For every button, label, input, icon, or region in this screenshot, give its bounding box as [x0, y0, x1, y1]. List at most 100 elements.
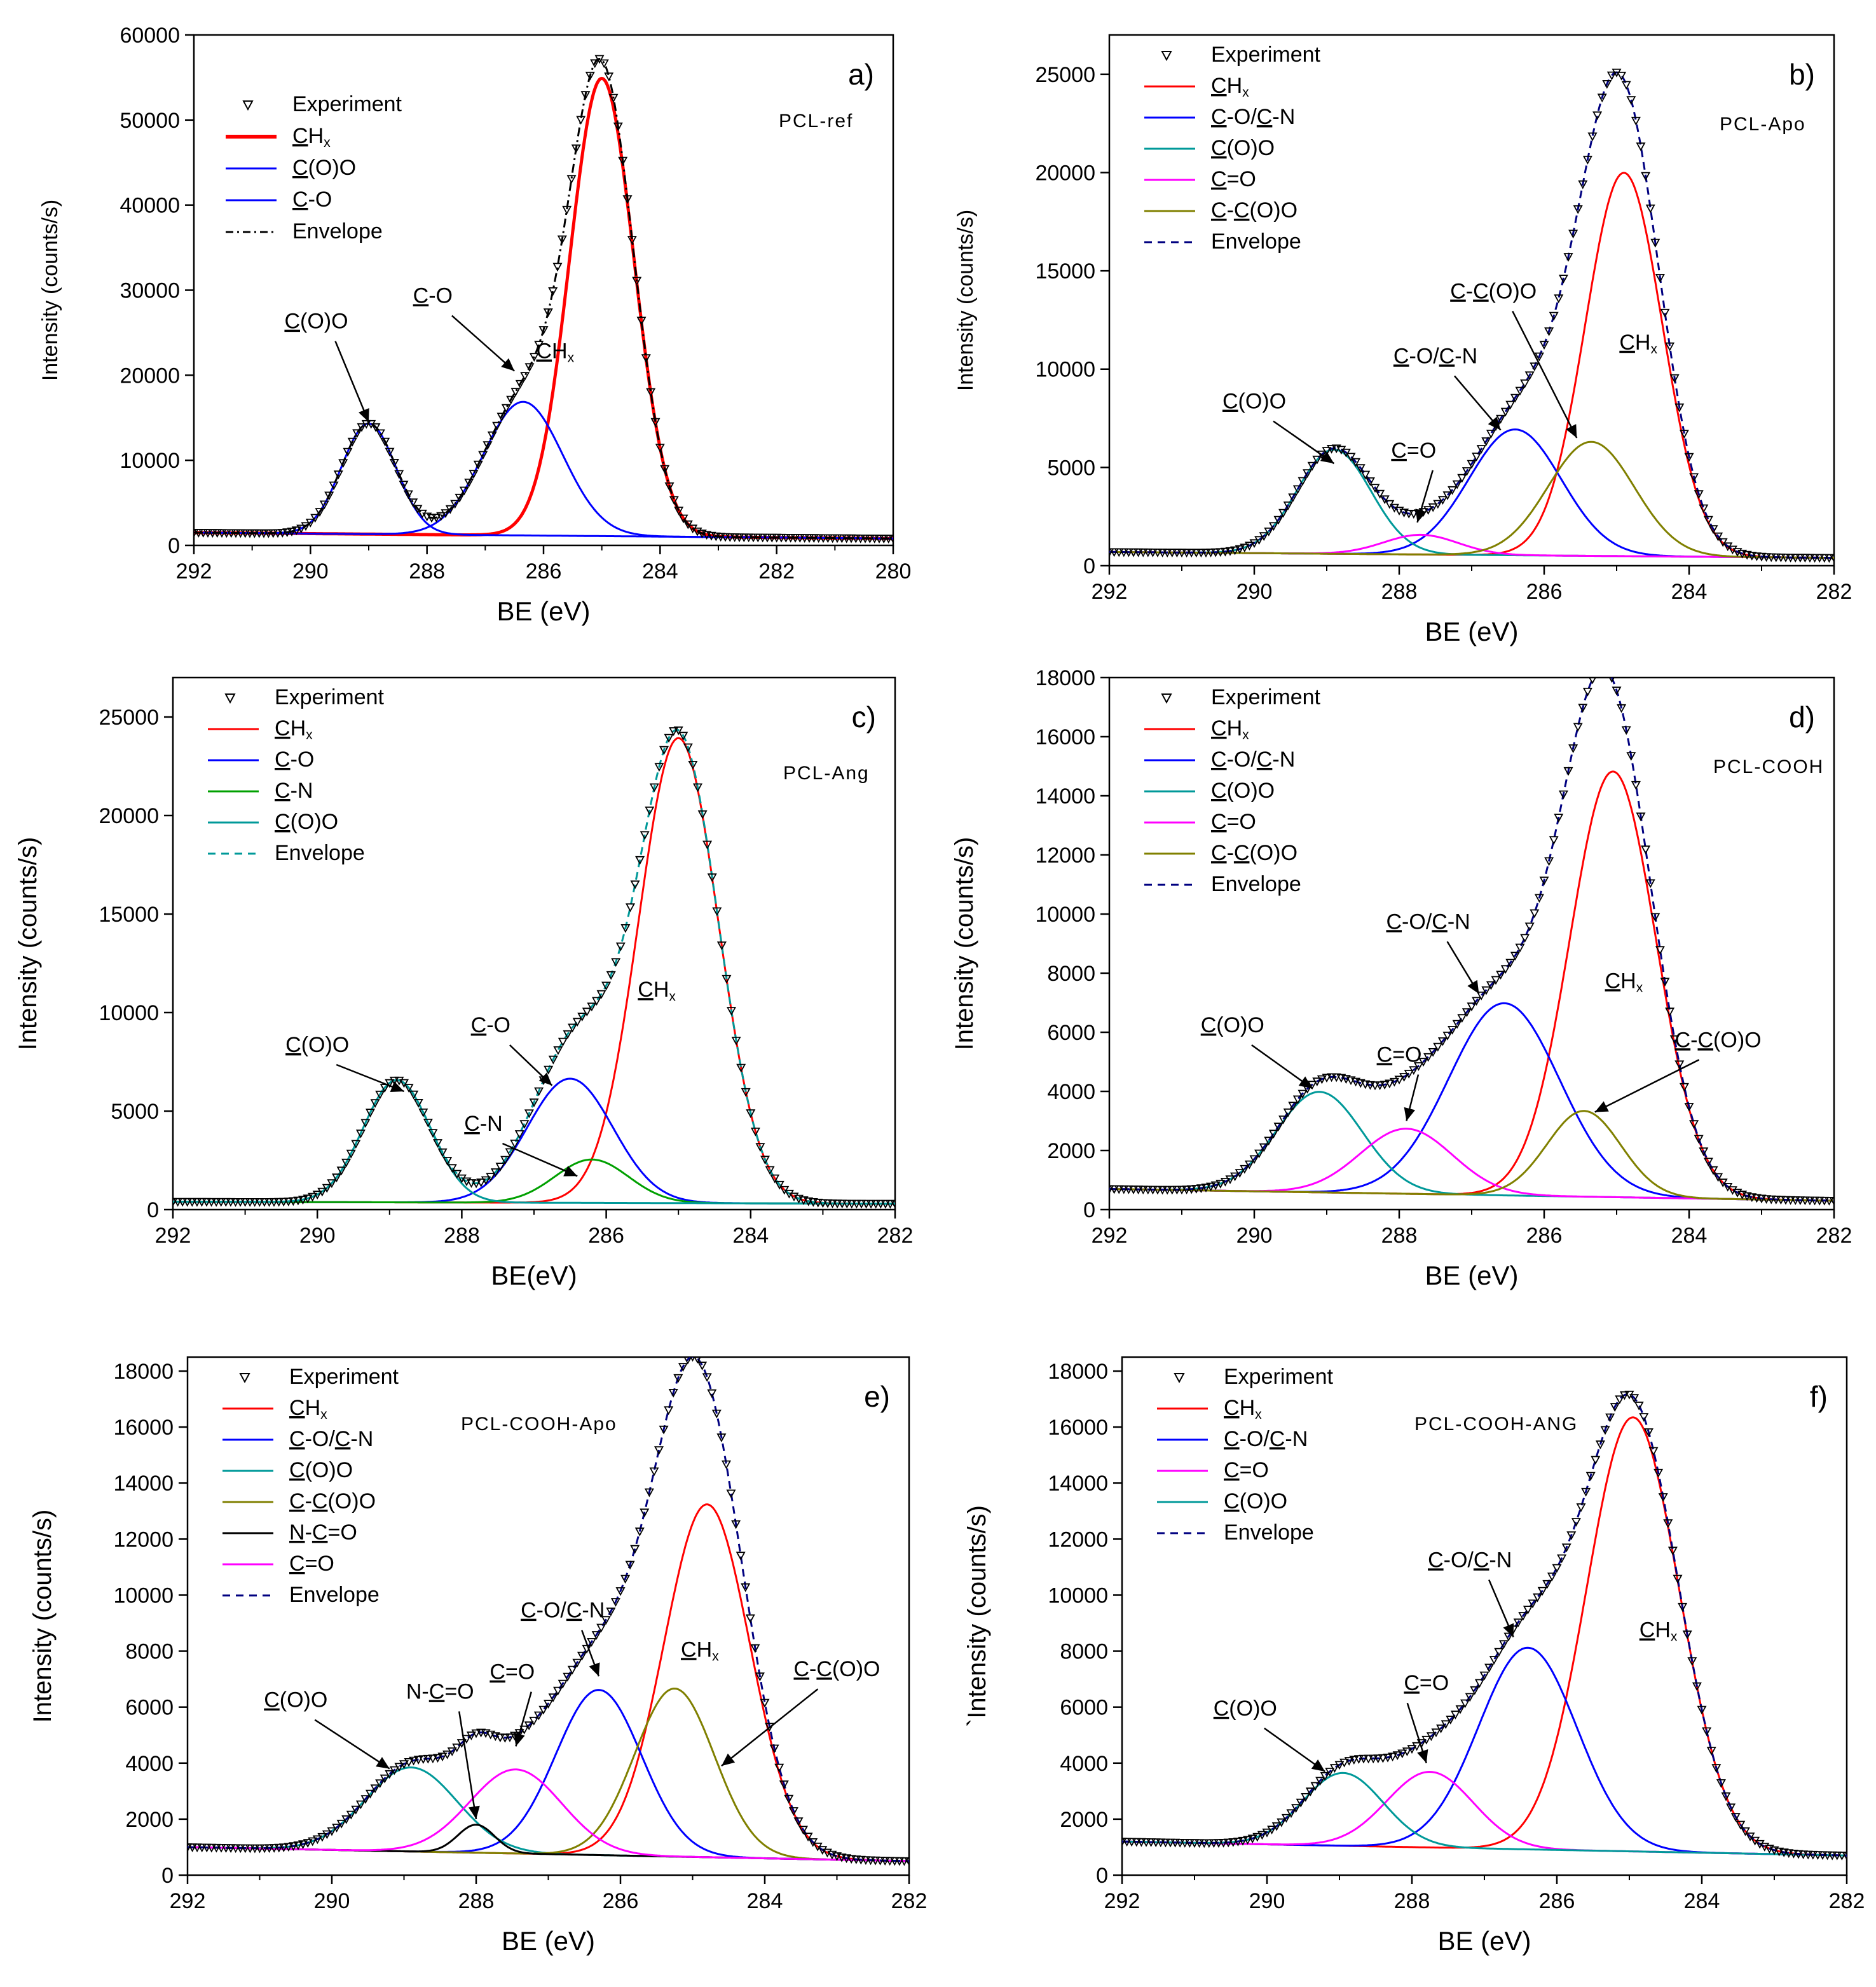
- panel-letter: c): [852, 700, 876, 734]
- experiment-point: [375, 1090, 385, 1100]
- experiment-point: [1292, 1095, 1303, 1105]
- legend-label: C-C(O)O: [1211, 198, 1297, 222]
- experiment-point: [1359, 1754, 1369, 1764]
- experiment-point: [1819, 1196, 1830, 1206]
- x-tick-label: 284: [1671, 580, 1708, 604]
- experiment-point: [1162, 549, 1172, 557]
- experiment-point: [259, 529, 269, 538]
- legend-marker-experiment: [224, 693, 236, 704]
- experiment-point: [683, 520, 693, 529]
- annotation-arrowhead: [1415, 509, 1427, 522]
- experiment-point: [776, 533, 786, 543]
- experiment-point: [1812, 1851, 1823, 1860]
- legend: Experiment CHx C-O/C-N C(O)O C=O C-C(O)O Envel…: [1144, 43, 1321, 254]
- x-axis-label: BE (eV): [502, 1926, 595, 1956]
- envelope-curve: [194, 57, 893, 540]
- annotation-label: C(O)O: [1201, 1013, 1264, 1037]
- experiment-point: [1563, 767, 1573, 776]
- experiment-point: [413, 505, 423, 514]
- experiment-point: [847, 1199, 857, 1209]
- x-tick-label: 292: [1104, 1889, 1140, 1913]
- experiment-point: [1479, 1671, 1489, 1681]
- experiment-point: [524, 1109, 534, 1119]
- experiment-point: [399, 1760, 409, 1769]
- sample-label: PCL-COOH-Apo: [461, 1414, 617, 1435]
- y-tick-label: 14000: [1035, 784, 1095, 809]
- experiment-point: [1143, 548, 1153, 557]
- experiment-point: [298, 1840, 308, 1850]
- legend: Experiment CHx C-O C-N C(O)O Envelope: [208, 685, 385, 865]
- experiment-point: [274, 1198, 284, 1207]
- experiment-point: [1195, 1839, 1205, 1848]
- experiment-point: [1542, 1580, 1552, 1589]
- experiment-point: [245, 529, 255, 538]
- annotation-arrowhead: [1417, 1749, 1428, 1763]
- experiment-point: [832, 534, 842, 543]
- experiment-point: [1278, 1116, 1289, 1124]
- experiment-point: [1199, 1839, 1209, 1848]
- legend-label: Experiment: [292, 92, 402, 116]
- annotation-label: C(O)O: [1214, 1697, 1277, 1721]
- experiment-point: [1658, 1493, 1668, 1502]
- experiment-point: [760, 1156, 770, 1165]
- experiment-point: [604, 72, 614, 81]
- experiment-point: [1143, 1185, 1153, 1195]
- y-tick-label: 5000: [111, 1100, 159, 1124]
- experiment-point: [1437, 496, 1448, 505]
- sample-label: PCL-COOH-ANG: [1414, 1414, 1578, 1435]
- experiment-point: [221, 1844, 231, 1853]
- annotation-label: C-O/C-N: [1386, 910, 1470, 934]
- y-axis-label: `Intensity (counts/s): [963, 1505, 991, 1727]
- experiment-point: [1426, 1732, 1436, 1742]
- annotation-arrow: [721, 1688, 819, 1767]
- experiment-point: [596, 1623, 606, 1633]
- annotation-label: CHx: [1640, 1618, 1678, 1644]
- experiment-point: [1243, 1836, 1253, 1845]
- experiment-point: [664, 1406, 674, 1416]
- experiment-point: [1592, 111, 1603, 121]
- experiment-point: [818, 534, 828, 543]
- y-tick-label: 14000: [1048, 1471, 1108, 1496]
- experiment-point: [1608, 678, 1615, 683]
- experiment-point: [669, 727, 679, 736]
- experiment-point: [610, 1598, 620, 1607]
- experiment-point: [866, 1199, 876, 1209]
- experiment-point: [1109, 1185, 1119, 1194]
- legend-label: C=O: [1224, 1458, 1269, 1482]
- experiment-point: [1544, 857, 1554, 866]
- y-tick-label: 16000: [113, 1416, 174, 1440]
- x-tick-label: 286: [1539, 1889, 1575, 1913]
- experiment-point: [211, 1843, 221, 1853]
- experiment-point: [1235, 1169, 1245, 1178]
- experiment-point: [767, 533, 777, 543]
- experiment-point: [361, 420, 371, 429]
- experiment-point: [346, 1149, 356, 1159]
- experiment-point: [427, 514, 437, 523]
- experiment-point: [1561, 1543, 1571, 1553]
- experiment-point: [1378, 1754, 1388, 1763]
- experiment-point: [568, 1023, 578, 1033]
- annotation-label: C(O)O: [285, 1033, 349, 1057]
- legend-label: C-O/C-N: [1211, 105, 1295, 129]
- experiment-point: [202, 1198, 212, 1207]
- x-tick-label: 286: [1526, 580, 1563, 604]
- experiment-point: [1219, 1839, 1229, 1848]
- experiment-point: [1500, 965, 1510, 974]
- component-curve-c-o: [194, 400, 893, 540]
- experiment-point: [1322, 1074, 1332, 1083]
- experiment-point: [1409, 510, 1419, 519]
- sample-label: PCL-ref: [779, 111, 853, 132]
- experiment-point: [423, 1754, 433, 1764]
- experiment-point: [1645, 204, 1655, 214]
- experiment-point: [1423, 506, 1434, 515]
- experiment-point: [1394, 1075, 1404, 1085]
- experiment-point: [385, 447, 395, 457]
- experiment-point: [519, 1120, 530, 1129]
- experiment-point: [375, 429, 385, 439]
- experiment-point: [327, 1179, 337, 1189]
- experiment-point: [501, 404, 511, 413]
- experiment-point: [1606, 71, 1617, 81]
- experiment-point: [1233, 1838, 1243, 1847]
- y-tick-label: 16000: [1035, 725, 1095, 749]
- experiment-point: [716, 1433, 727, 1443]
